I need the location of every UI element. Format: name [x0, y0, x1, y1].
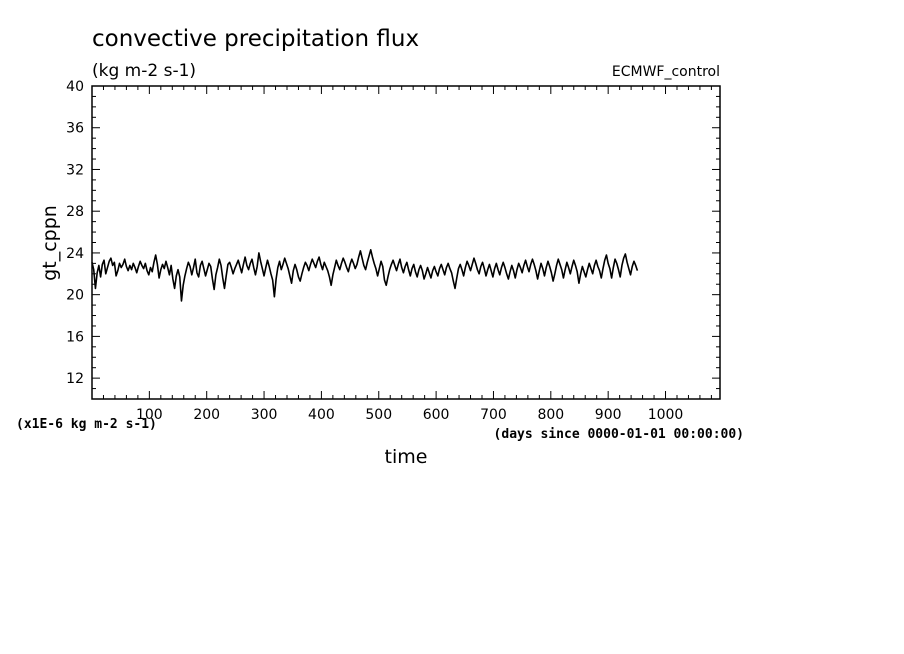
- plot-frame: [91, 85, 721, 400]
- dataset-label: ECMWF_control: [612, 64, 720, 80]
- y-tick-label: 28: [66, 204, 84, 220]
- x-tick-label: 800: [537, 407, 564, 423]
- y-axis-label: gt_cppn: [39, 205, 61, 281]
- x-tick-label: 500: [365, 407, 392, 423]
- y-tick-label: 20: [66, 288, 84, 304]
- chart-title: convective precipitation flux: [92, 26, 419, 52]
- x-tick-label: 1000: [648, 407, 684, 423]
- series-line-gt-cppn: [91, 249, 639, 302]
- y-tick-label: 12: [66, 371, 84, 387]
- y-tick-label: 32: [66, 162, 84, 178]
- y-tick-label: 16: [66, 329, 84, 345]
- y-tick-label: 24: [66, 246, 84, 262]
- x-tick-label: 700: [480, 407, 507, 423]
- y-tick-label: 36: [66, 121, 84, 137]
- x-tick-label: 600: [423, 407, 450, 423]
- x-tick-label: 200: [193, 407, 220, 423]
- y-scale-note: (x1E-6 kg m-2 s-1): [16, 417, 157, 432]
- x-tick-label: 300: [251, 407, 278, 423]
- x-tick-label: 900: [595, 407, 622, 423]
- x-axis-units: (days since 0000-01-01 00:00:00): [494, 427, 744, 442]
- x-axis-ticks: 100 200 300 400 500 600 700 800 900 1000: [102, 86, 712, 423]
- x-axis-label: time: [385, 446, 428, 468]
- x-tick-label: 100: [136, 407, 163, 423]
- chart-units: (kg m-2 s-1): [92, 61, 196, 81]
- y-axis-ticks: 12 16 20 24 28 32 36 40: [66, 79, 720, 400]
- x-tick-label: 400: [308, 407, 335, 423]
- y-tick-label: 40: [66, 79, 84, 95]
